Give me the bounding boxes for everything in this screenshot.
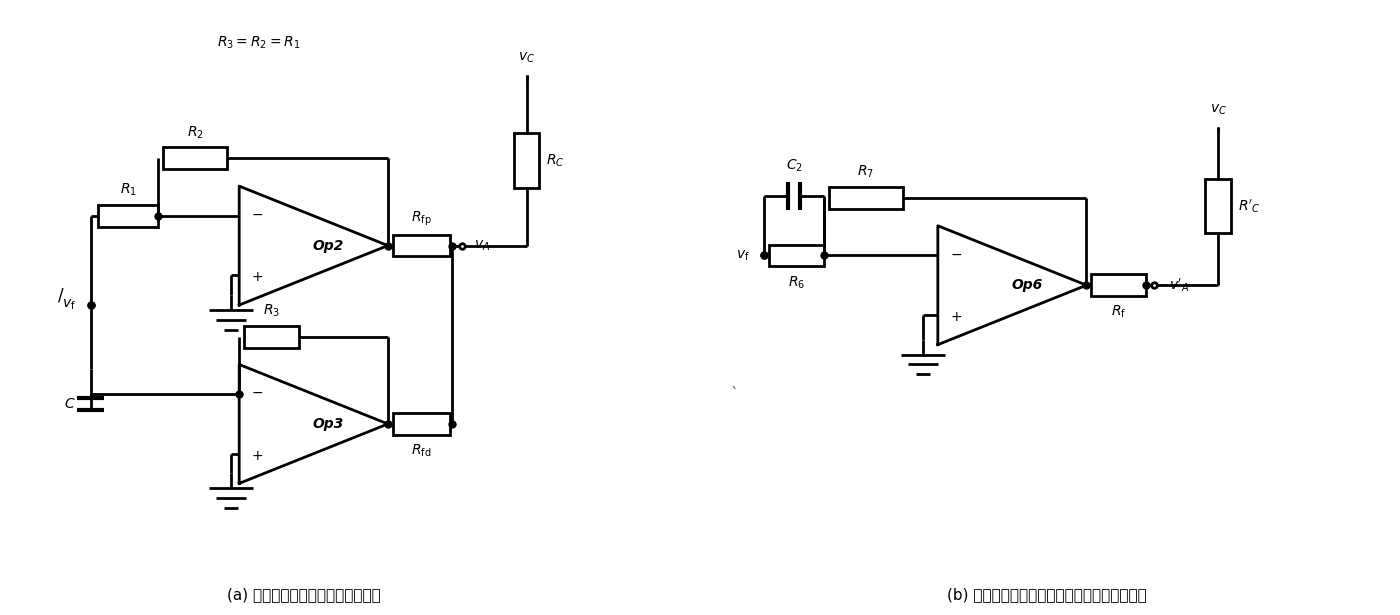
Text: $v_{\mathrm{f}}$: $v_{\mathrm{f}}$ (736, 248, 749, 263)
Text: Op2: Op2 (312, 239, 344, 253)
Text: $+$: $+$ (949, 310, 962, 324)
Text: $v_{\mathrm{f}}$: $v_{\mathrm{f}}$ (62, 298, 76, 312)
Text: $C$: $C$ (64, 397, 76, 411)
Text: $R_6$: $R_6$ (788, 274, 805, 291)
Bar (1092, 274, 1147, 296)
Bar (393, 235, 451, 256)
Text: Op3: Op3 (312, 417, 344, 431)
Text: $-$: $-$ (251, 207, 263, 221)
Bar (1205, 179, 1231, 233)
Text: $C_2$: $C_2$ (785, 158, 802, 174)
Text: $R'_C$: $R'_C$ (1238, 197, 1260, 215)
Text: `: ` (731, 387, 738, 402)
Text: $v_C$: $v_C$ (1210, 102, 1226, 117)
Bar (514, 133, 539, 188)
Bar (770, 245, 823, 266)
Text: $R_3=R_2=R_1$: $R_3=R_2=R_1$ (217, 34, 301, 50)
Text: $R_2$: $R_2$ (186, 124, 203, 140)
Text: $v_{A}$: $v_{A}$ (475, 239, 490, 253)
Text: $R_C$: $R_C$ (546, 152, 564, 169)
Text: $-$: $-$ (251, 385, 263, 399)
Text: $+$: $+$ (251, 270, 263, 284)
Text: $R_{\mathrm{fp}}$: $R_{\mathrm{fp}}$ (412, 210, 433, 228)
Bar (98, 205, 158, 227)
Bar (393, 413, 451, 435)
Text: $R_1$: $R_1$ (120, 181, 137, 198)
Text: $v_C$: $v_C$ (518, 51, 535, 65)
Text: (b) 利用一个运算放大器完成比例与微分的方式: (b) 利用一个运算放大器完成比例与微分的方式 (946, 587, 1147, 602)
Text: $-$: $-$ (949, 247, 962, 261)
Text: /: / (57, 286, 63, 304)
Bar (829, 187, 903, 209)
Bar (244, 326, 298, 347)
Text: $+$: $+$ (251, 449, 263, 462)
Text: $R_3$: $R_3$ (263, 303, 280, 319)
Text: (a) 分别利用两个运算放大器的方式: (a) 分别利用两个运算放大器的方式 (227, 587, 381, 602)
Text: $v'_{A}$: $v'_{A}$ (1169, 276, 1189, 294)
Text: $R_{\mathrm{fd}}$: $R_{\mathrm{fd}}$ (412, 443, 431, 459)
Text: $R_{\mathrm{f}}$: $R_{\mathrm{f}}$ (1112, 304, 1127, 320)
Bar (162, 148, 227, 169)
Text: $R_7$: $R_7$ (857, 164, 875, 180)
Text: Op6: Op6 (1011, 278, 1043, 292)
